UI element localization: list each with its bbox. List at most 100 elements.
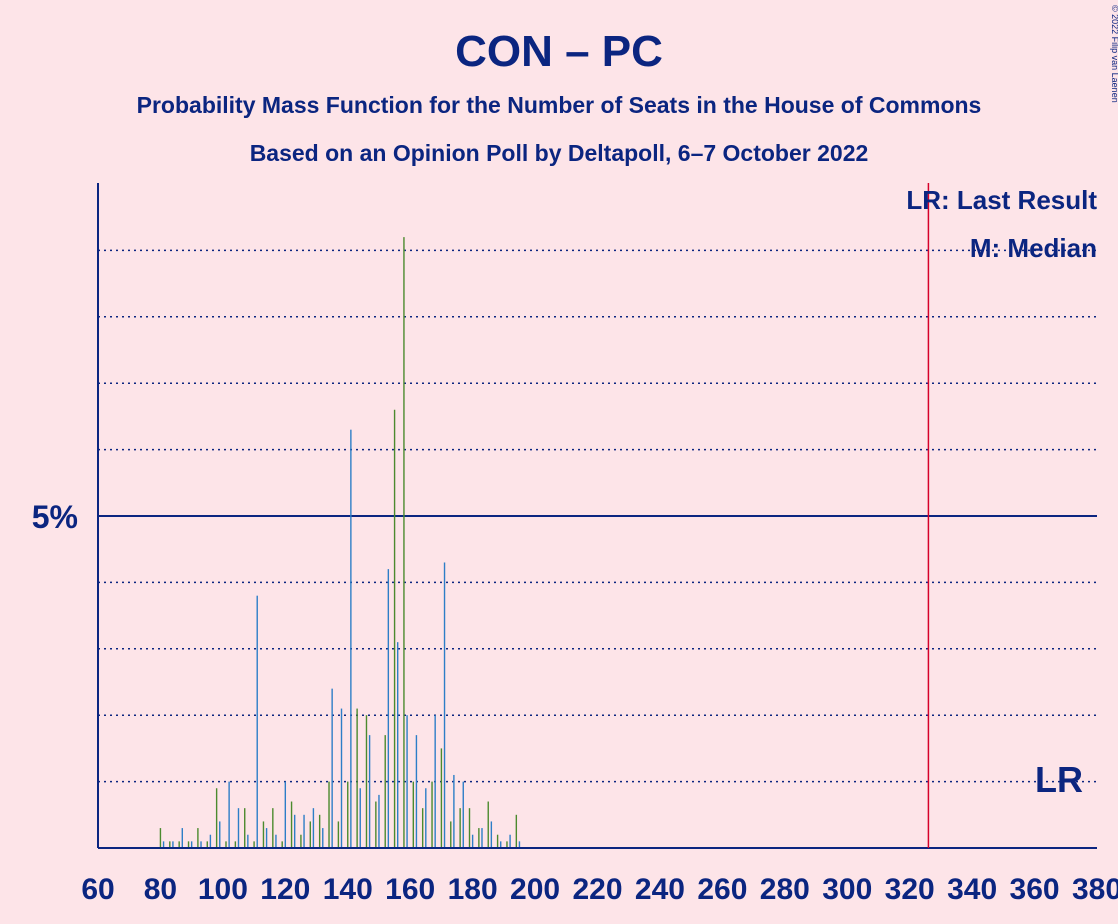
x-tick-label: 200	[510, 873, 560, 906]
x-tick-label: 100	[198, 873, 248, 906]
bar-pc	[187, 841, 190, 848]
y-tick-label-5: 5%	[32, 499, 78, 535]
bar-con	[359, 788, 361, 848]
x-tick-label: 120	[260, 873, 310, 906]
bar-con	[490, 821, 493, 848]
bar-con	[312, 808, 315, 848]
bar-pc	[478, 828, 480, 848]
bar-pc	[215, 788, 218, 848]
bar-pc	[412, 781, 415, 848]
bar-pc	[262, 821, 265, 848]
bar-pc	[225, 841, 227, 848]
bar-con	[209, 834, 212, 848]
bar-con	[228, 781, 230, 848]
bar-pc	[459, 808, 461, 848]
bar-pc	[450, 821, 452, 848]
bar-con	[256, 595, 258, 848]
bar-pc	[206, 841, 208, 848]
bar-pc	[253, 841, 255, 848]
bar-pc	[234, 841, 237, 848]
bars	[159, 237, 521, 848]
bar-con	[303, 814, 305, 848]
gridlines	[98, 249, 1097, 783]
chart-subtitle: Probability Mass Function for the Number…	[137, 92, 982, 118]
bar-con	[471, 834, 474, 848]
chart-title: CON – PC	[455, 27, 663, 76]
x-tick-label: 380	[1072, 873, 1118, 906]
bar-pc	[506, 841, 508, 848]
bar-con	[425, 788, 427, 848]
x-tick-label: 300	[822, 873, 872, 906]
bar-con	[518, 841, 521, 848]
bar-pc	[440, 748, 443, 848]
x-tick-label: 320	[885, 873, 935, 906]
bar-pc	[347, 781, 349, 848]
bar-pc	[337, 821, 340, 848]
bar-con	[331, 688, 333, 848]
bar-con	[172, 841, 174, 848]
bar-con	[284, 781, 287, 848]
bar-con	[293, 814, 296, 848]
bar-pc	[318, 814, 321, 848]
bar-pc	[197, 828, 199, 848]
bar-pc	[169, 841, 171, 848]
bar-con	[443, 562, 446, 848]
copyright-note: © 2022 Filip van Laenen	[1110, 5, 1118, 103]
x-tick-label: 160	[385, 873, 435, 906]
bar-con	[415, 735, 418, 848]
bar-pc	[496, 834, 499, 848]
bar-con	[237, 808, 240, 848]
last-result-marker: LR	[1035, 759, 1083, 800]
bar-con	[397, 642, 399, 848]
bar-con	[200, 841, 202, 848]
bar-con	[275, 834, 277, 848]
bar-con	[181, 828, 183, 848]
bar-pc	[309, 821, 311, 848]
bar-pc	[403, 237, 405, 848]
x-tick-label: 260	[697, 873, 747, 906]
bar-pc	[468, 808, 471, 848]
bar-con	[406, 715, 408, 848]
bar-pc	[159, 828, 162, 848]
bar-pc	[356, 708, 358, 848]
bar-con	[387, 569, 390, 848]
x-tick-label: 280	[760, 873, 810, 906]
bar-pc	[515, 814, 518, 848]
bar-pc	[421, 808, 424, 848]
bar-pc	[384, 735, 386, 848]
bar-con	[378, 794, 380, 848]
bar-pc	[272, 808, 274, 848]
x-tick-label: 220	[572, 873, 622, 906]
bar-con	[509, 834, 511, 848]
bar-pc	[281, 841, 283, 848]
chart-subtitle-2: Based on an Opinion Poll by Deltapoll, 6…	[250, 140, 869, 166]
bar-con	[340, 708, 343, 848]
bar-pc	[375, 801, 377, 848]
bar-con	[453, 774, 455, 848]
legend-median: M: Median	[970, 233, 1097, 263]
x-tick-label: 240	[635, 873, 685, 906]
x-tick-label: 60	[81, 873, 114, 906]
bar-con	[162, 841, 165, 848]
axes	[97, 183, 1097, 849]
bar-con	[265, 828, 268, 848]
x-tick-label: 80	[144, 873, 177, 906]
x-tick-label: 360	[1010, 873, 1060, 906]
bar-pc	[328, 781, 330, 848]
bar-pc	[487, 801, 489, 848]
bar-pc	[431, 781, 433, 848]
bar-con	[190, 841, 193, 848]
x-tick-label: 180	[448, 873, 498, 906]
bar-con	[368, 735, 371, 848]
bar-pc	[244, 808, 246, 848]
x-tick-labels: 60 80 100 120 140 160 180 200 220 240 260 280 300 320…	[81, 873, 1118, 906]
x-tick-label: 140	[323, 873, 373, 906]
bar-pc	[290, 801, 293, 848]
bar-con	[462, 781, 464, 848]
bar-con	[500, 841, 502, 848]
bar-con	[219, 821, 221, 848]
x-tick-label: 340	[947, 873, 997, 906]
bar-con	[350, 429, 352, 848]
bar-pc	[178, 841, 180, 848]
